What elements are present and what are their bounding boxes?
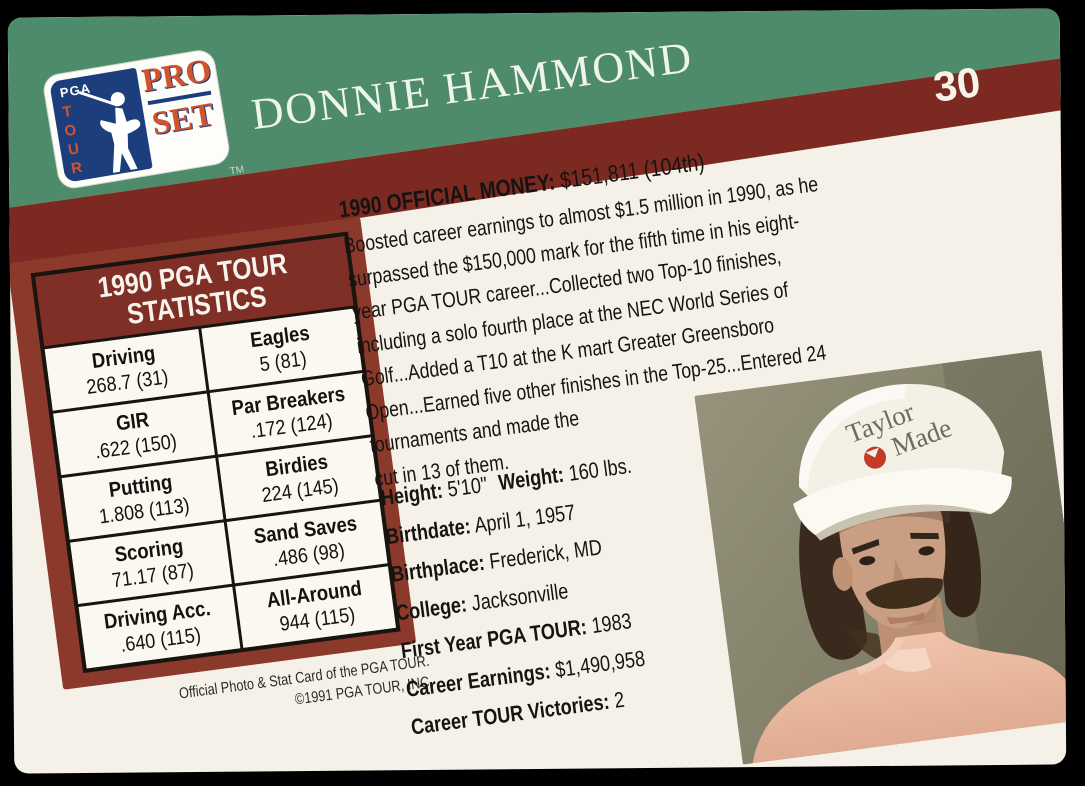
player-photo: Taylor Made <box>694 350 1067 765</box>
personal-info-block: Height: 5'10" Weight: 160 lbs. Birthdate:… <box>379 440 720 747</box>
pga-tour-pro-set-logo: PGA T O U R PRO SET TM <box>42 48 245 190</box>
card-number: 30 <box>930 58 984 111</box>
stats-table-body: Driving 268.7 (31) Eagles 5 (81) GIR .62… <box>44 308 397 669</box>
player-photo-illustration: Taylor Made <box>694 350 1067 765</box>
golfer-silhouette-icon <box>78 90 141 173</box>
player-name: DONNIE HAMMOND <box>248 32 696 139</box>
pga-tour-logo-panel: PGA T O U R <box>49 67 153 183</box>
stats-table: 1990 PGA TOUR STATISTICS Driving 268.7 (… <box>30 231 401 673</box>
pro-set-wordmark: PRO SET <box>139 52 217 143</box>
trademark-label: TM <box>229 164 246 178</box>
tilted-content: PGA T O U R PRO SET TM D <box>7 8 1067 773</box>
trading-card-back: PGA T O U R PRO SET TM D <box>7 8 1067 774</box>
